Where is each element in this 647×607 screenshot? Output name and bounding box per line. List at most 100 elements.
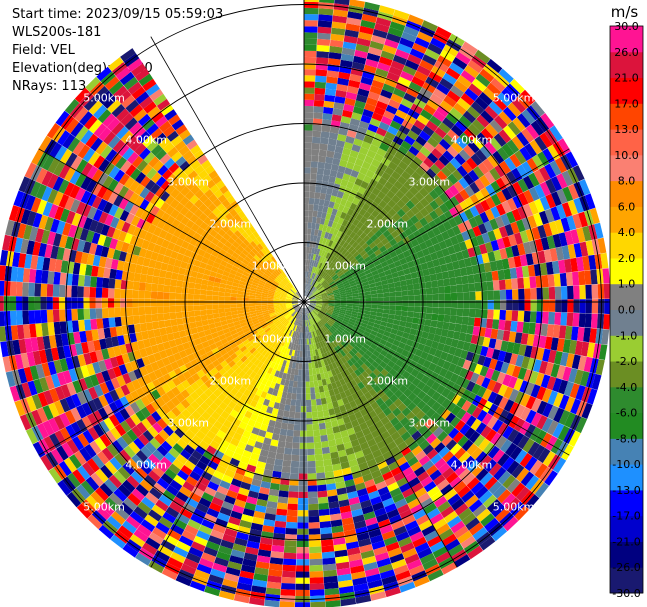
- ray-gate: [291, 302, 298, 304]
- ray-gate: [74, 250, 83, 264]
- ray-gate: [479, 211, 490, 224]
- ray-gate: [417, 390, 427, 400]
- ray-gate: [446, 455, 459, 467]
- ray-gate: [439, 335, 447, 345]
- ray-gate: [188, 316, 196, 323]
- ray-gate: [394, 498, 408, 509]
- ray-gate: [509, 446, 523, 461]
- ray-gate: [297, 325, 300, 333]
- ray-gate: [196, 530, 211, 541]
- ray-gate: [204, 397, 214, 407]
- ray-gate: [136, 358, 145, 369]
- ray-gate: [447, 245, 456, 255]
- ray-gate: [308, 253, 312, 260]
- ray-gate: [141, 239, 150, 250]
- ray-gate: [306, 240, 311, 248]
- ray-gate: [387, 547, 403, 558]
- ray-gate: [376, 312, 383, 318]
- ray-gate: [559, 352, 569, 367]
- ray-gate: [419, 414, 431, 425]
- ray-gate: [538, 335, 547, 349]
- ray-gate: [309, 303, 316, 306]
- ray-gate: [218, 296, 225, 301]
- ray-gate: [319, 428, 327, 436]
- ray-gate: [158, 246, 167, 256]
- ray-gate: [493, 228, 503, 240]
- ray-gate: [317, 342, 322, 349]
- ray-gate: [167, 557, 183, 569]
- ray-gate: [352, 444, 362, 454]
- ray-gate: [570, 257, 579, 272]
- ray-gate: [313, 198, 320, 205]
- ray-gate: [238, 386, 247, 394]
- ray-gate: [398, 384, 408, 394]
- ray-gate: [395, 130, 407, 141]
- ray-gate: [403, 135, 416, 146]
- ray-gate: [406, 87, 420, 98]
- ray-gate: [409, 531, 424, 543]
- ray-gate: [301, 308, 303, 315]
- ray-gate: [165, 363, 174, 374]
- ray-gate: [158, 320, 166, 329]
- ray-gate: [17, 223, 27, 239]
- ray-gate: [436, 105, 450, 118]
- ray-gate: [265, 393, 272, 401]
- ray-gate: [429, 115, 442, 127]
- ray-gate: [373, 384, 382, 393]
- ray-gate: [225, 284, 233, 290]
- ray-gate: [399, 416, 410, 427]
- ray-gate: [217, 376, 226, 385]
- ray-gate: [212, 295, 219, 301]
- ray-gate: [359, 249, 367, 257]
- ray-gate: [321, 211, 327, 219]
- ray-gate: [84, 319, 92, 331]
- ray-gate: [464, 239, 474, 250]
- ray-gate: [187, 299, 194, 306]
- ray-gate: [338, 499, 350, 508]
- ray-gate: [156, 343, 165, 352]
- ray-gate: [219, 506, 232, 517]
- ray-gate: [208, 574, 224, 585]
- ray-gate: [484, 327, 493, 338]
- ray-gate: [358, 493, 370, 503]
- ray-gate: [400, 285, 408, 292]
- ray-gate: [305, 314, 308, 321]
- ray-gate: [465, 266, 474, 276]
- ray-gate: [402, 397, 413, 407]
- ray-gate: [363, 219, 372, 228]
- ray-gate: [306, 442, 315, 450]
- ray-gate: [449, 373, 459, 384]
- ray-gate: [338, 585, 354, 594]
- ray-gate: [300, 307, 303, 314]
- ray-gate: [200, 314, 208, 321]
- ray-gate: [542, 348, 551, 362]
- ray-gate: [329, 39, 344, 48]
- ray-gate: [367, 123, 379, 133]
- ray-gate: [267, 367, 274, 375]
- ray-gate: [22, 282, 29, 297]
- ray-gate: [278, 434, 287, 442]
- ray-gate: [268, 419, 276, 428]
- ray-gate: [170, 279, 178, 287]
- ray-gate: [437, 314, 445, 322]
- ray-gate: [16, 310, 23, 325]
- ray-gate: [371, 293, 378, 298]
- ray-gate: [329, 255, 336, 262]
- ray-gate: [278, 490, 289, 498]
- ray-gate: [64, 236, 74, 250]
- ray-gate: [273, 302, 280, 305]
- ray-gate: [243, 358, 251, 366]
- ray-gate: [338, 71, 351, 80]
- ray-gate: [519, 146, 532, 161]
- ray-gate: [450, 292, 458, 301]
- ray-gate: [104, 214, 114, 226]
- ray-gate: [222, 270, 230, 277]
- ray-gate: [476, 508, 491, 522]
- ray-gate: [314, 87, 326, 95]
- ray-gate: [292, 324, 296, 331]
- ray-gate: [331, 325, 337, 332]
- ray-gate: [462, 341, 471, 352]
- ray-gate: [344, 97, 356, 107]
- ray-gate: [246, 276, 254, 282]
- ray-gate: [309, 297, 316, 300]
